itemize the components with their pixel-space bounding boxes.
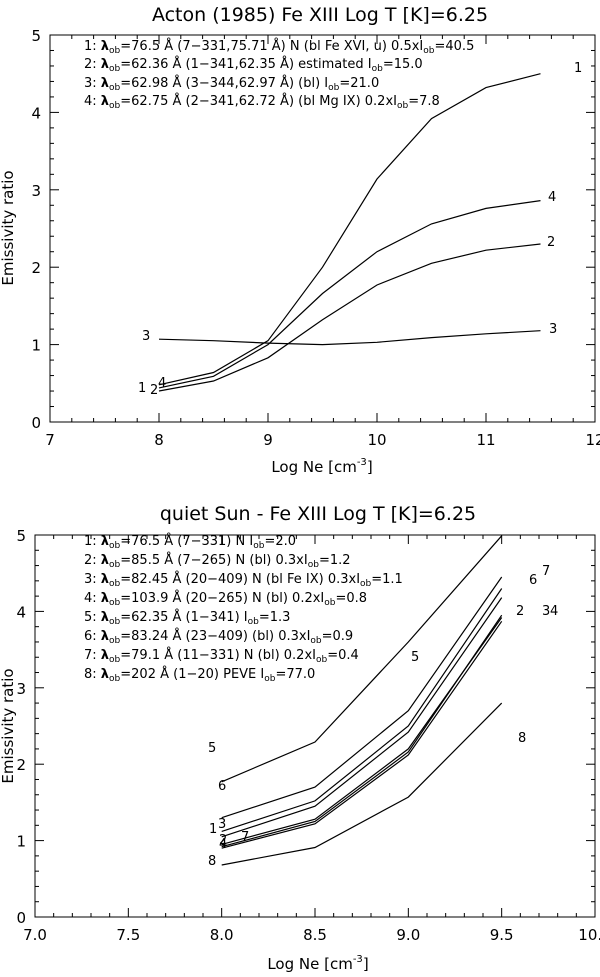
x-tick-label: 8.5 <box>303 926 327 944</box>
series-label-4: 4 <box>219 837 227 852</box>
legend-entry: 1: λob=76.5 Å (7−331,75.71 Å) N (bl Fe X… <box>84 38 474 56</box>
series-label-3: 3 <box>142 329 150 344</box>
y-tick-label: 2 <box>16 756 26 774</box>
y-tick-label: 1 <box>16 833 26 851</box>
x-tick-label: 10.0 <box>578 926 600 944</box>
legend-entry: 1: λob=76.5 Å (7−331) N Iob=2.0 <box>84 533 296 551</box>
series-line-4 <box>158 200 541 389</box>
legend-entry: 5: λob=62.35 Å (1−341) Iob=1.3 <box>84 609 290 627</box>
x-tick-label: 12 <box>585 431 600 449</box>
y-axis-label: Emissivity ratio <box>0 170 17 285</box>
chart-title: quiet Sun - Fe XIII Log T [K]=6.25 <box>160 503 476 525</box>
series-label-5: 5 <box>208 741 216 756</box>
series-label-7: 7 <box>542 564 550 579</box>
series-label-5: 5 <box>411 650 419 665</box>
x-tick-label: 11 <box>476 431 495 449</box>
x-tick-label: 9 <box>263 431 273 449</box>
series-line-3 <box>158 330 541 346</box>
x-tick-label: 7.5 <box>116 926 140 944</box>
series-lines <box>158 73 541 392</box>
legend-entry: 2: λob=85.5 Å (7−265) N (bl) 0.3xIob=1.2 <box>84 552 351 570</box>
x-tick-label: 8.0 <box>210 926 234 944</box>
legend-entry: 7: λob=79.1 Å (11−331) N (bl) 0.2xIob=0.… <box>84 647 359 665</box>
y-tick-label: 1 <box>31 337 41 355</box>
series-label-2: 2 <box>219 833 227 848</box>
x-tick-label: 9.0 <box>396 926 420 944</box>
series-label-8: 8 <box>208 854 216 869</box>
x-tick-label: 7.0 <box>23 926 47 944</box>
chart-title: Acton (1985) Fe XIII Log T [K]=6.25 <box>152 4 488 26</box>
series-label-1: 1 <box>574 61 582 76</box>
legend-entry: 4: λob=103.9 Å (20−265) N (bl) 0.2xIob=0… <box>84 590 367 608</box>
series-line-6 <box>221 576 503 819</box>
plot-frame <box>49 34 596 423</box>
x-axis: 7.0 7.5 8.0 8.5 9.0 9.5 10.0 <box>23 535 600 944</box>
series-label-4: 4 <box>158 376 166 391</box>
legend-entry: 4: λob=62.75 Å (2−341,62.72 Å) (bl Mg IX… <box>84 93 440 111</box>
legend-entry: 3: λob=82.45 Å (20−409) N (bl Fe IX) 0.3… <box>84 571 403 589</box>
series-label-2: 2 <box>516 604 524 619</box>
legend-entry: 3: λob=62.98 Å (3−344,62.97 Å) (bl) Iob=… <box>84 75 379 93</box>
y-tick-label: 4 <box>31 104 41 122</box>
x-axis-label: Log Ne [cm-3] <box>267 954 368 973</box>
x-tick-label: 9.5 <box>490 926 514 944</box>
chart-quiet-sun: quiet Sun - Fe XIII Log T [K]=6.25 7.0 7.… <box>0 503 600 973</box>
series-label-2: 2 <box>150 383 158 398</box>
y-tick-label: 0 <box>31 414 41 432</box>
legend-entry: 2: λob=62.36 Å (1−341,62.35 Å) estimated… <box>84 56 423 74</box>
x-axis: 7 8 9 10 11 12 <box>45 35 600 449</box>
series-line-5 <box>221 535 503 783</box>
y-tick-label: 5 <box>16 527 26 545</box>
legend: 1: λob=76.5 Å (7−331) N Iob=2.0 2: λob=8… <box>84 533 403 684</box>
y-tick-label: 3 <box>16 680 26 698</box>
series-label-4: 4 <box>550 604 558 619</box>
y-tick-label: 3 <box>31 182 41 200</box>
chart-acton: Acton (1985) Fe XIII Log T [K]=6.25 7 8 9 1… <box>0 4 600 476</box>
series-label-7: 7 <box>241 830 249 845</box>
series-label-6: 6 <box>529 573 537 588</box>
x-tick-label: 8 <box>154 431 164 449</box>
legend-entry: 8: λob=202 Å (1−20) PEVE Iob=77.0 <box>84 666 315 684</box>
series-line-7 <box>221 614 503 848</box>
series-label-3: 3 <box>549 322 557 337</box>
series-line-1 <box>158 73 541 386</box>
y-tick-label: 4 <box>16 603 26 621</box>
series-label-4: 4 <box>548 190 556 205</box>
legend-entry: 6: λob=83.24 Å (23−409) (bl) 0.3xIob=0.9 <box>84 628 353 646</box>
y-tick-label: 5 <box>31 27 41 45</box>
y-tick-label: 2 <box>31 259 41 277</box>
series-label-2: 2 <box>547 235 555 250</box>
series-line-2 <box>158 243 541 392</box>
y-axis-label: Emissivity ratio <box>0 668 17 783</box>
y-tick-label: 0 <box>16 909 26 927</box>
series-label-1: 1 <box>138 381 146 396</box>
series-lines <box>221 535 503 866</box>
series-label-3: 3 <box>218 817 226 832</box>
x-axis-label: Log Ne [cm-3] <box>271 457 372 476</box>
x-tick-label: 7 <box>45 431 55 449</box>
x-tick-label: 10 <box>367 431 386 449</box>
legend: 1: λob=76.5 Å (7−331,75.71 Å) N (bl Fe X… <box>84 38 474 111</box>
series-line-3 <box>221 588 503 832</box>
series-line-4 <box>221 620 503 849</box>
series-label-8: 8 <box>518 731 526 746</box>
series-line-1 <box>221 597 503 838</box>
series-label-1: 1 <box>209 822 217 837</box>
series-line-8 <box>221 702 503 866</box>
series-label-3: 3 <box>542 604 550 619</box>
series-label-6: 6 <box>218 779 226 794</box>
